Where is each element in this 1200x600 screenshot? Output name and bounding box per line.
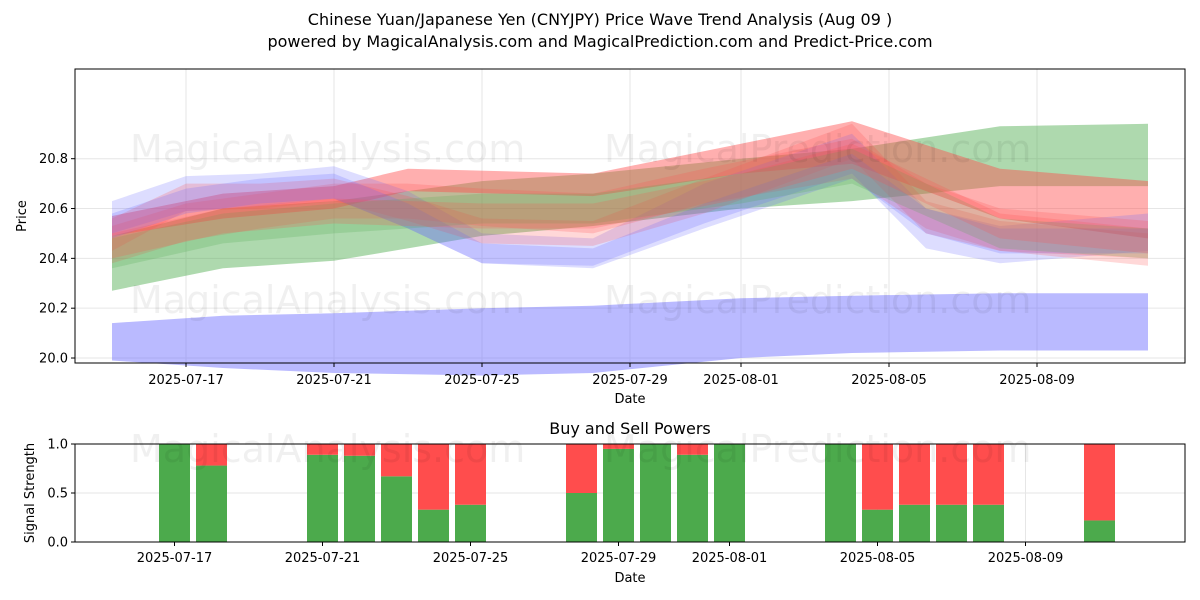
sell-power-bar [455,444,486,505]
signal-x-tick-label: 2025-08-01 [692,551,768,566]
buy-power-bar [936,504,967,542]
price-x-tick-label: 2025-07-29 [592,373,668,388]
signal-y-tick-label: 0.5 [47,487,68,502]
sell-power-bar [344,444,375,456]
price-wave-band [112,123,1148,266]
sell-power-bar [973,444,1004,505]
signal-x-tick-label: 2025-08-09 [988,551,1064,566]
sell-power-bar [677,444,708,455]
watermark-text: MagicalAnalysis.com [130,427,525,471]
sell-power-bar [307,444,338,455]
buy-power-bar [566,493,597,542]
signal-x-tick-label: 2025-07-29 [581,551,657,566]
sell-power-bar [936,444,967,505]
price-grid [75,69,1185,363]
signal-x-tick-label: 2025-07-21 [285,551,361,566]
price-wave-band [112,293,1148,376]
watermark-text: MagicalPrediction.com [604,427,1032,471]
buy-power-bar [455,504,486,542]
sell-power-bar [862,444,893,510]
signal-x-tick-label: 2025-07-25 [433,551,509,566]
signal-bars [159,444,1115,542]
sell-power-bar [603,444,634,449]
sell-power-bar [566,444,597,493]
buy-power-bar [862,509,893,542]
buy-power-bar [603,448,634,542]
buy-power-bar [381,476,412,542]
signal-x-axis-label: Date [614,571,645,586]
price-y-axis-label: Price [15,200,30,232]
price-wave-band [112,121,1148,239]
price-axes: 2025-07-17 2025-07-21 2025-07-25 2025-07-29… [39,152,1075,388]
signal-x-tick-label: 2025-08-05 [840,551,916,566]
buy-power-bar [640,444,671,542]
price-x-axis-label: Date [614,392,645,407]
signal-axes: 2025-07-17 2025-07-21 2025-07-25 2025-07-29… [47,438,1063,567]
watermark-text: MagicalPrediction.com [604,127,1032,171]
watermark-text: MagicalAnalysis.com [130,278,525,322]
price-y-tick-label: 20.0 [39,352,68,367]
watermark-text: MagicalPrediction.com [604,278,1032,322]
price-y-tick-label: 20.6 [39,202,68,217]
price-x-tick-label: 2025-08-01 [703,373,779,388]
price-wave-band [112,133,1148,266]
chart-subtitle: powered by MagicalAnalysis.com and Magic… [267,32,933,51]
sell-power-bar [899,444,930,505]
buy-power-bar [196,465,227,542]
price-wave-band [112,153,1148,269]
price-wave-band [112,123,1148,291]
signal-y-tick-label: 1.0 [47,438,68,453]
buy-power-bar [677,454,708,542]
price-x-tick-label: 2025-08-09 [999,373,1075,388]
price-y-tick-label: 20.4 [39,252,68,267]
buy-power-bar [418,509,449,542]
price-wave-bands [112,121,1148,376]
buy-power-bar [344,455,375,542]
sell-power-bar [1084,444,1115,521]
sell-power-bar [196,444,227,466]
watermark-layer: MagicalAnalysis.com MagicalPrediction.com… [130,127,1032,471]
price-wave-band [112,148,1148,269]
buy-power-bar [307,454,338,542]
watermark-text: MagicalAnalysis.com [130,127,525,171]
buy-power-bar [899,504,930,542]
price-x-tick-label: 2025-07-21 [296,373,372,388]
signal-x-tick-label: 2025-07-17 [137,551,213,566]
price-wave-band [112,138,1148,264]
sell-power-bar [381,444,412,477]
buy-power-bar [825,444,856,542]
signal-y-axis-label: Signal Strength [23,443,38,543]
signal-chart-title: Buy and Sell Powers [549,419,711,438]
buy-power-bar [973,504,1004,542]
price-y-tick-label: 20.8 [39,152,68,167]
sell-power-bar [418,444,449,510]
buy-power-bar [1084,520,1115,542]
buy-power-bar [159,444,190,542]
price-wave-band [112,143,1148,259]
buy-power-bar [714,444,745,542]
price-x-tick-label: 2025-08-05 [851,373,927,388]
signal-y-tick-label: 0.0 [47,536,68,551]
price-x-tick-label: 2025-07-25 [444,373,520,388]
price-y-tick-label: 20.2 [39,302,68,317]
chart-title: Chinese Yuan/Japanese Yen (CNYJPY) Price… [307,10,893,29]
price-x-tick-label: 2025-07-17 [148,373,224,388]
